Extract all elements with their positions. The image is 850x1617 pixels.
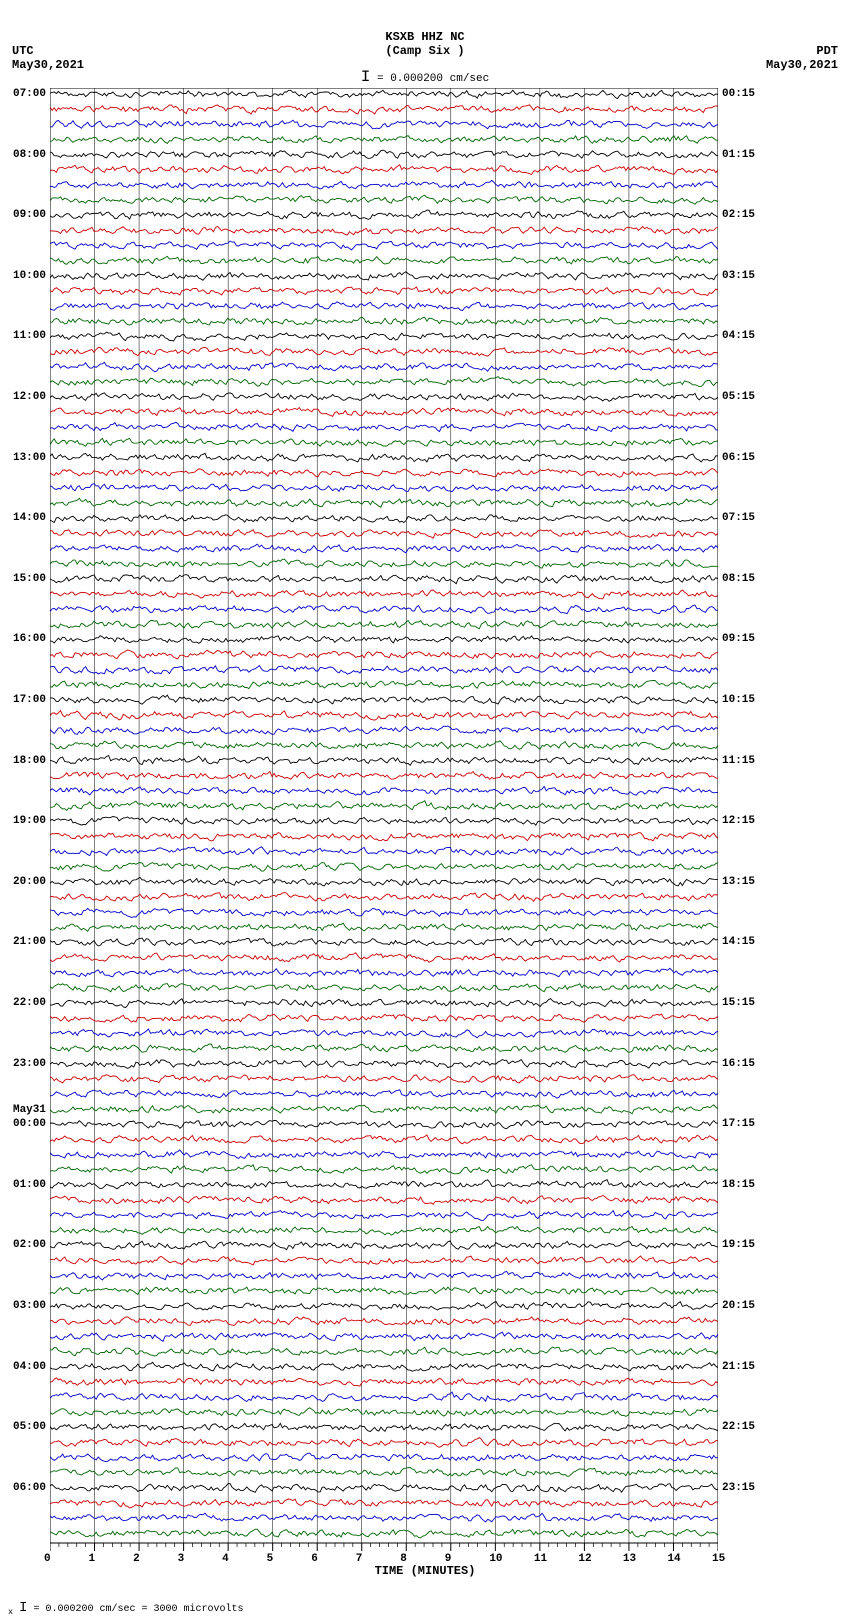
utc-label: 06:00 [4, 1482, 46, 1494]
pdt-label: 05:15 [722, 391, 755, 403]
utc-label: 22:00 [4, 997, 46, 1009]
pdt-label: 04:15 [722, 330, 755, 342]
utc-label: 07:00 [4, 88, 46, 100]
pdt-label: 03:15 [722, 270, 755, 282]
utc-label: 14:00 [4, 512, 46, 524]
utc-label: 10:00 [4, 270, 46, 282]
utc-label: 13:00 [4, 452, 46, 464]
utc-label: 08:00 [4, 149, 46, 161]
utc-label: 19:00 [4, 815, 46, 827]
utc-label: 00:00 [4, 1118, 46, 1130]
footer-scale: x I = 0.000200 cm/sec = 3000 microvolts [8, 1600, 243, 1617]
left-tz-label: UTC [12, 44, 34, 58]
date-change-label: May31 [4, 1104, 46, 1116]
seismogram-container: KSXB HHZ NC (Camp Six ) UTC May30,2021 P… [0, 0, 850, 1613]
pdt-label: 02:15 [722, 209, 755, 221]
pdt-label: 10:15 [722, 694, 755, 706]
utc-label: 01:00 [4, 1179, 46, 1191]
pdt-label: 13:15 [722, 876, 755, 888]
right-tz-label: PDT [816, 44, 838, 58]
x-axis-title: TIME (MINUTES) [0, 1564, 850, 1578]
pdt-label: 16:15 [722, 1058, 755, 1070]
utc-label: 16:00 [4, 633, 46, 645]
utc-label: 15:00 [4, 573, 46, 585]
utc-label: 03:00 [4, 1300, 46, 1312]
pdt-label: 01:15 [722, 149, 755, 161]
utc-label: 02:00 [4, 1239, 46, 1251]
pdt-label: 06:15 [722, 452, 755, 464]
seismogram-svg [50, 88, 718, 1563]
utc-label: 09:00 [4, 209, 46, 221]
pdt-label: 19:15 [722, 1239, 755, 1251]
pdt-label: 12:15 [722, 815, 755, 827]
pdt-label: 22:15 [722, 1421, 755, 1433]
pdt-label: 17:15 [722, 1118, 755, 1130]
pdt-label: 15:15 [722, 997, 755, 1009]
pdt-label: 00:15 [722, 88, 755, 100]
pdt-label: 08:15 [722, 573, 755, 585]
utc-label: 17:00 [4, 694, 46, 706]
pdt-label: 11:15 [722, 755, 755, 767]
scale-indicator: I = 0.000200 cm/sec [0, 68, 850, 86]
pdt-label: 20:15 [722, 1300, 755, 1312]
pdt-label: 09:15 [722, 633, 755, 645]
pdt-label: 21:15 [722, 1361, 755, 1373]
pdt-label: 14:15 [722, 936, 755, 948]
pdt-label: 23:15 [722, 1482, 755, 1494]
utc-label: 23:00 [4, 1058, 46, 1070]
pdt-label: 18:15 [722, 1179, 755, 1191]
pdt-label: 07:15 [722, 512, 755, 524]
utc-label: 12:00 [4, 391, 46, 403]
utc-label: 04:00 [4, 1361, 46, 1373]
utc-label: 18:00 [4, 755, 46, 767]
utc-label: 20:00 [4, 876, 46, 888]
helicorder-plot [50, 88, 718, 1543]
utc-label: 11:00 [4, 330, 46, 342]
station-code: KSXB HHZ NC [0, 30, 850, 44]
utc-label: 21:00 [4, 936, 46, 948]
utc-label: 05:00 [4, 1421, 46, 1433]
station-name: (Camp Six ) [0, 44, 850, 58]
